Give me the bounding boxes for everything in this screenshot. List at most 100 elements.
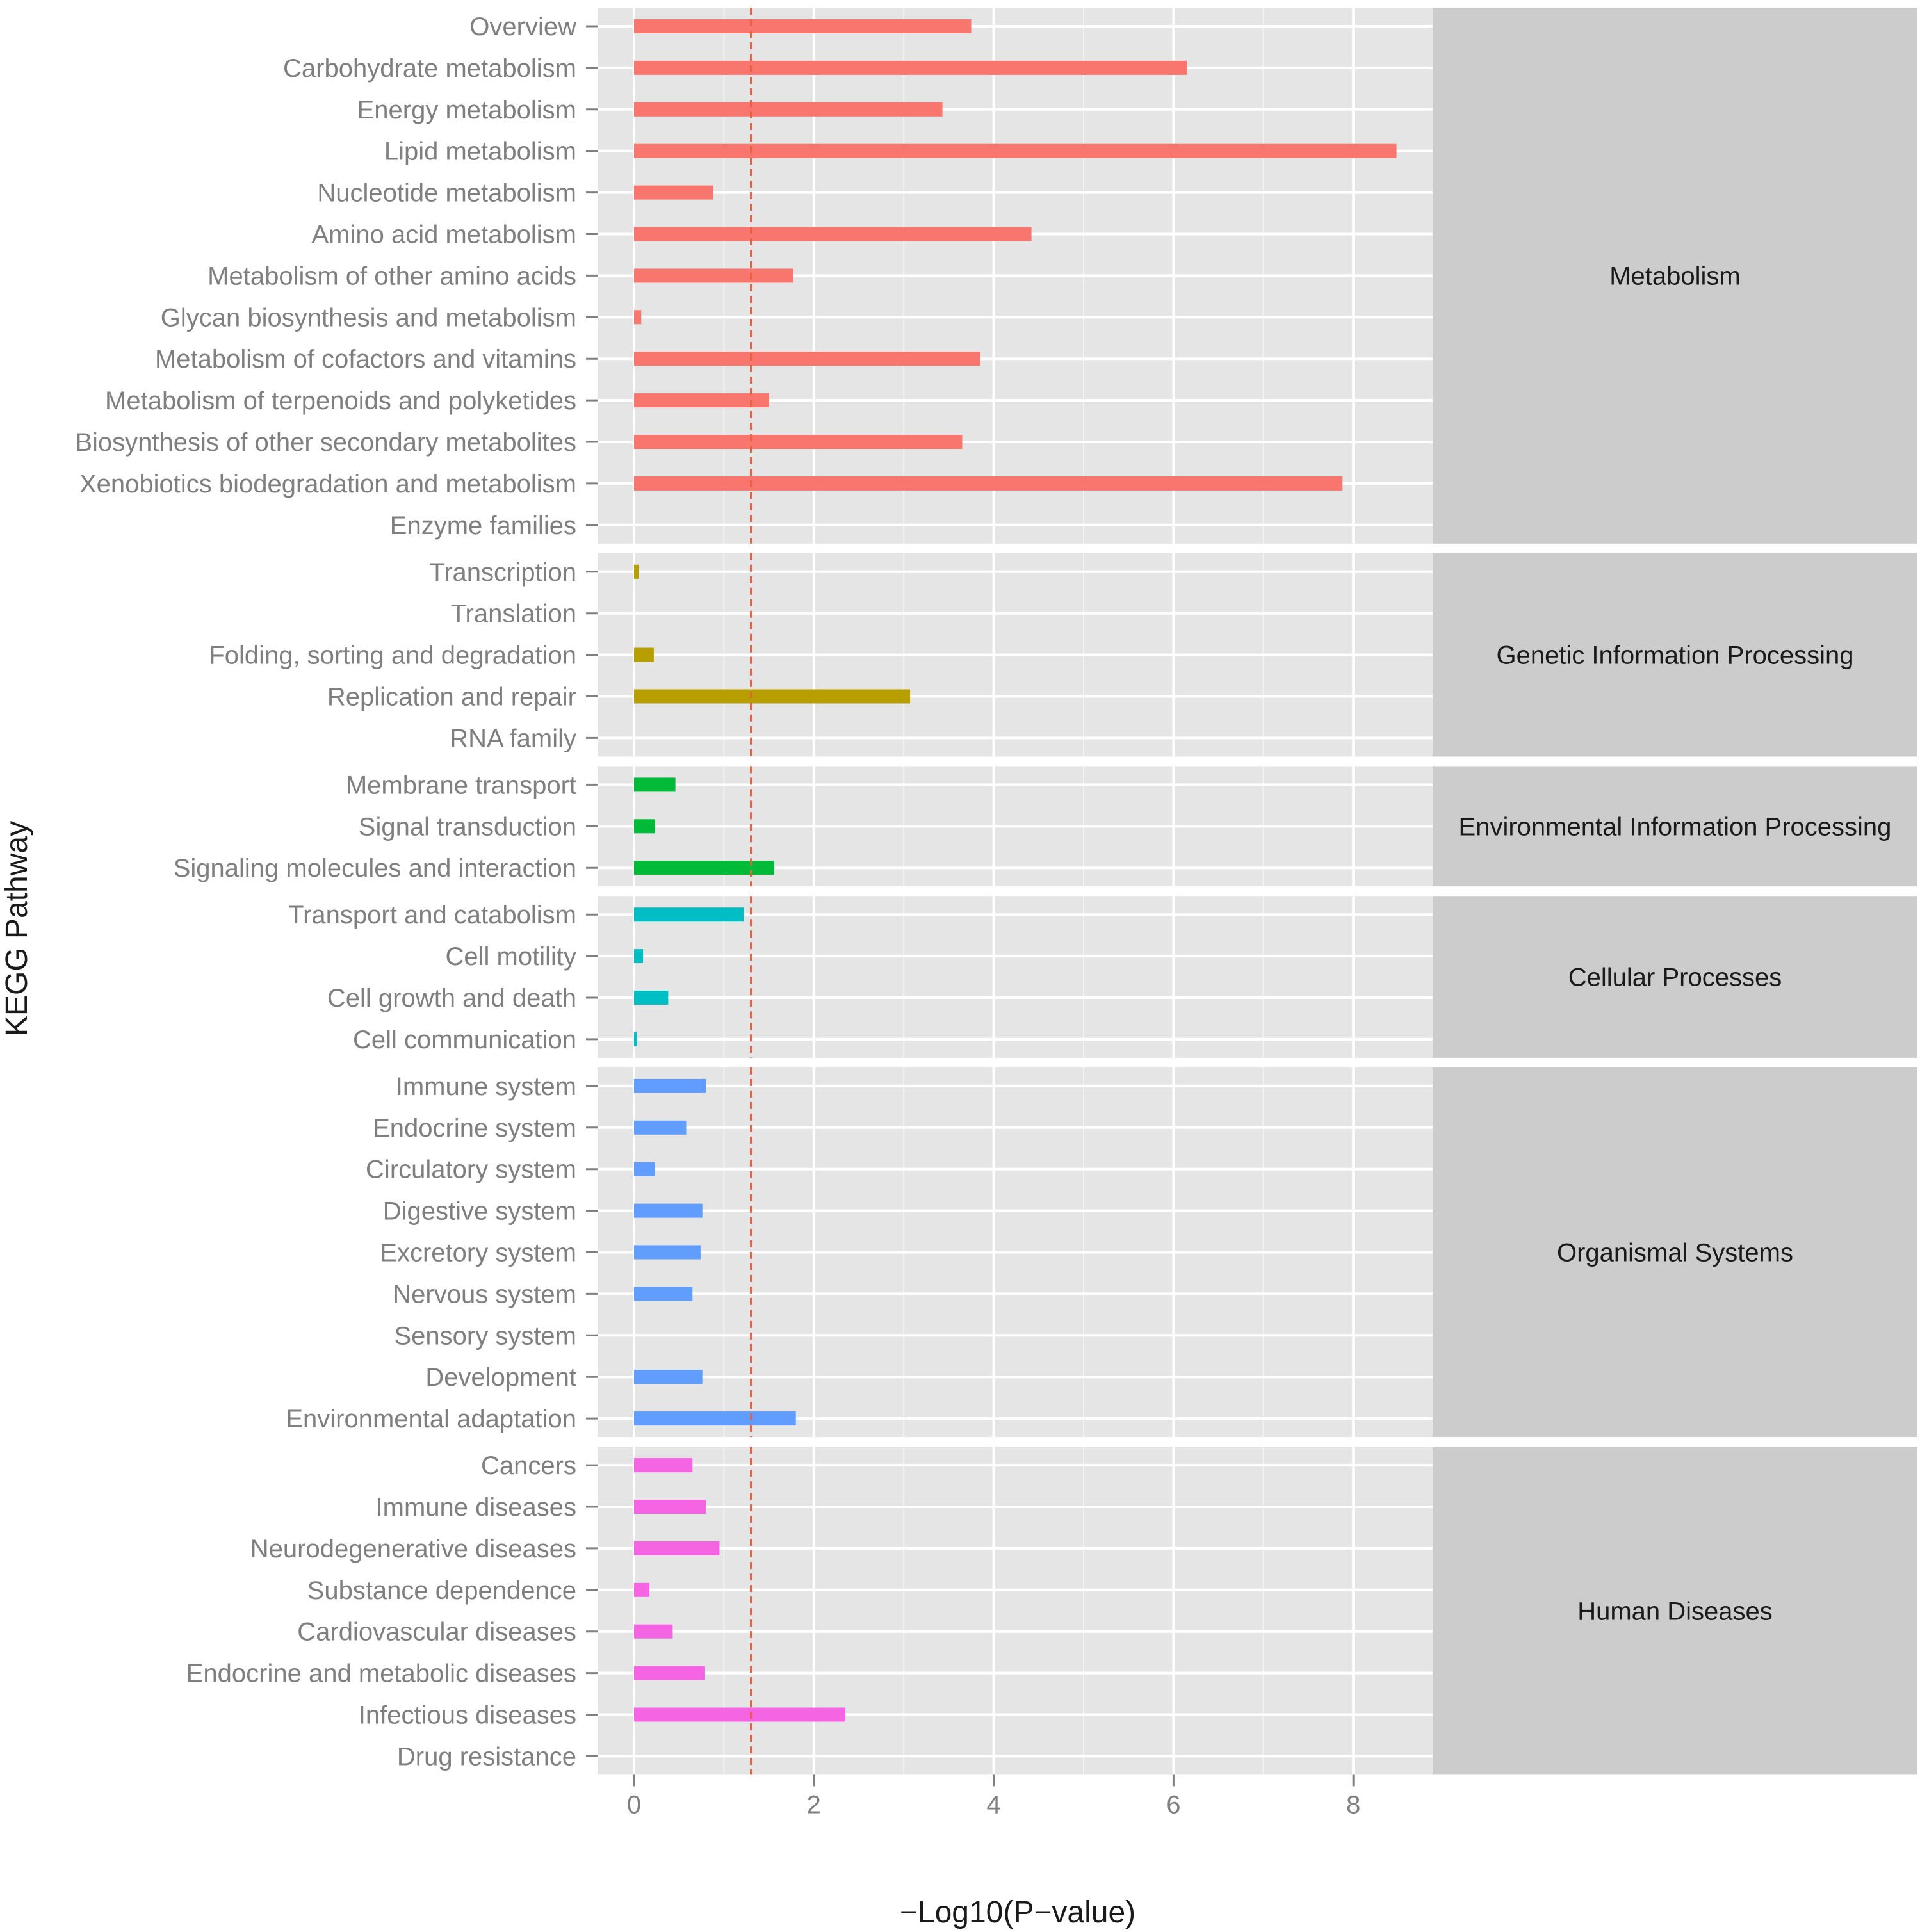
bar-folding-sorting-and-degradation (634, 647, 654, 662)
y-tick-label: Biosynthesis of other secondary metaboli… (75, 428, 576, 457)
bar-signal-transduction (634, 819, 655, 834)
bar-cancers (634, 1458, 693, 1473)
bar-neurodegenerative-diseases (634, 1541, 720, 1555)
strip-metabolism (1433, 8, 1917, 544)
x-axis: 0 2 4 6 8 (627, 1774, 1360, 1819)
y-tick-label: Neurodegenerative diseases (250, 1535, 576, 1563)
y-tick-label: Substance dependence (307, 1577, 576, 1605)
y-tick-label: Drug resistance (397, 1742, 576, 1771)
bar-energy-metabolism (634, 102, 943, 117)
y-tick-label: Nucleotide metabolism (317, 179, 576, 207)
y-tick-label: Xenobiotics biodegradation and metabolis… (79, 470, 576, 498)
bar-membrane-transport (634, 777, 676, 792)
x-tick-label: 4 (986, 1790, 1000, 1819)
bar-amino-acid-metabolism (634, 227, 1032, 241)
bar-environmental-adaptation (634, 1411, 796, 1426)
y-tick-label: Development (425, 1363, 576, 1392)
y-tick-label: Glycan biosynthesis and metabolism (161, 304, 576, 332)
panel-cellular-processes (598, 896, 1433, 1058)
bar-cell-growth-and-death (634, 991, 669, 1005)
y-tick-label: Enzyme families (390, 512, 576, 540)
y-tick-label: Translation (451, 600, 576, 628)
bar-cell-communication (634, 1032, 637, 1046)
bar-metabolism-of-cofactors-and-vitamins (634, 352, 980, 366)
y-tick-label: Environmental adaptation (286, 1405, 576, 1433)
y-tick-label: Metabolism of cofactors and vitamins (155, 345, 576, 373)
y-tick-label: Transport and catabolism (288, 901, 576, 929)
x-tick-label: 2 (807, 1790, 821, 1819)
bar-transcription (634, 564, 639, 579)
y-axis-labels: Overview Carbohydrate metabolism Energy me… (75, 13, 598, 1771)
x-tick-label: 6 (1166, 1790, 1180, 1819)
bar-overview (634, 19, 972, 33)
strip-label: Metabolism (1609, 262, 1741, 290)
bar-glycan-biosynthesis-and-metabolism (634, 310, 642, 325)
bar-excretory-system (634, 1245, 701, 1260)
y-tick-label: Immune system (396, 1073, 576, 1101)
y-tick-label: Endocrine system (373, 1114, 576, 1142)
y-axis-title: KEGG Pathway (0, 821, 34, 1036)
bar-nucleotide-metabolism (634, 185, 713, 200)
strip-human-diseases (1433, 1447, 1917, 1775)
y-tick-label: Carbohydrate metabolism (283, 54, 576, 83)
y-tick-label: Replication and repair (327, 683, 576, 711)
y-tick-label: Amino acid metabolism (312, 221, 577, 249)
y-tick-label: Nervous system (393, 1280, 576, 1308)
y-tick-label: Overview (469, 13, 576, 41)
y-tick-label: Lipid metabolism (384, 138, 576, 166)
y-tick-label: Cell motility (446, 943, 576, 971)
bar-biosynthesis-of-other-secondary-metabolites (634, 435, 963, 449)
bar-cell-motility (634, 949, 644, 964)
y-tick-label: Immune diseases (376, 1493, 576, 1522)
y-tick-label: Energy metabolism (357, 96, 576, 124)
strip-label: Human Diseases (1577, 1597, 1773, 1625)
strip-cellular-processes (1433, 896, 1917, 1058)
y-tick-label: Cell communication (353, 1026, 576, 1054)
strip-environmental-information-processing (1433, 766, 1917, 887)
bar-infectious-diseases (634, 1707, 845, 1722)
bar-lipid-metabolism (634, 143, 1397, 158)
bar-metabolism-of-other-amino-acids (634, 268, 793, 283)
strip-genetic-information-processing (1433, 553, 1917, 757)
y-tick-label: Folding, sorting and degradation (209, 642, 576, 670)
bar-immune-system (634, 1078, 706, 1093)
bar-endocrine-system (634, 1120, 687, 1135)
x-tick-label: 0 (627, 1790, 641, 1819)
y-tick-label: Cardiovascular diseases (297, 1618, 576, 1646)
bar-carbohydrate-metabolism (634, 60, 1187, 75)
y-tick-label: Infectious diseases (359, 1701, 576, 1730)
y-tick-label: Membrane transport (346, 771, 576, 799)
y-tick-label: Signaling molecules and interaction (174, 854, 576, 882)
bar-development (634, 1370, 703, 1384)
bar-replication-and-repair (634, 689, 911, 704)
y-tick-label: Cancers (481, 1452, 576, 1480)
y-tick-label: RNA family (450, 724, 576, 752)
bar-metabolism-of-terpenoids-and-polyketides (634, 393, 769, 408)
y-tick-label: Transcription (429, 558, 576, 587)
bar-cardiovascular-diseases (634, 1624, 673, 1639)
y-tick-label: Metabolism of terpenoids and polyketides (105, 387, 576, 415)
bar-signaling-molecules-and-interaction (634, 861, 775, 875)
strip-label: Genetic Information Processing (1496, 642, 1853, 670)
bar-substance-dependence (634, 1582, 649, 1597)
y-tick-label: Sensory system (394, 1322, 576, 1350)
y-tick-label: Cell growth and death (327, 984, 576, 1012)
strip-organismal-systems (1433, 1067, 1917, 1438)
strip-label: Organismal Systems (1557, 1239, 1793, 1267)
strip-label: Environmental Information Processing (1459, 813, 1892, 841)
bars (634, 19, 1397, 1722)
bar-digestive-system (634, 1203, 703, 1218)
bar-nervous-system (634, 1287, 693, 1301)
bar-transport-and-catabolism (634, 907, 744, 922)
y-tick-label: Endocrine and metabolic diseases (186, 1660, 576, 1688)
panel-human-diseases (598, 1447, 1433, 1775)
y-tick-label: Signal transduction (359, 813, 576, 841)
bar-immune-diseases (634, 1500, 706, 1514)
bar-xenobiotics-biodegradation-and-metabolism (634, 476, 1343, 491)
y-tick-label: Circulatory system (366, 1156, 576, 1184)
y-tick-label: Digestive system (383, 1197, 576, 1226)
y-tick-label: Metabolism of other amino acids (207, 262, 576, 290)
bar-endocrine-and-metabolic-diseases (634, 1666, 705, 1680)
y-tick-label: Excretory system (380, 1239, 576, 1267)
